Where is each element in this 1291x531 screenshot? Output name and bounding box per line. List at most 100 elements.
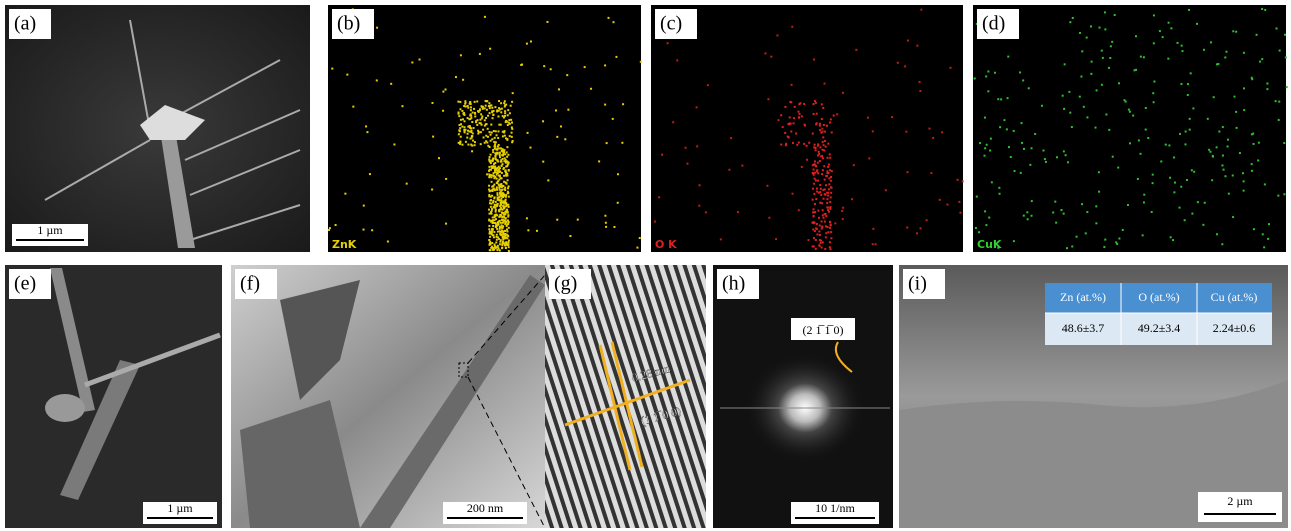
eds-dot [986, 144, 988, 146]
eds-dot [822, 141, 824, 143]
eds-dot [507, 114, 509, 116]
eds-dot [501, 216, 503, 218]
eds-dot [1125, 101, 1127, 103]
eds-dot [369, 173, 371, 175]
eds-dot [488, 228, 490, 230]
eds-dot [824, 131, 826, 133]
panel-a: (a) 1 µm [5, 5, 310, 252]
eds-dot [1102, 57, 1104, 59]
eds-dot [504, 235, 506, 237]
eds-dot [818, 217, 820, 219]
eds-dot [1180, 186, 1182, 188]
eds-dot [512, 92, 514, 94]
eds-dot [488, 102, 490, 104]
eds-dot [492, 222, 494, 224]
eds-dot [836, 113, 838, 115]
eds-dot [1222, 155, 1224, 157]
eds-dot [501, 194, 503, 196]
eds-dot [1142, 234, 1144, 236]
eds-dot [1020, 122, 1022, 124]
eds-dot [481, 106, 483, 108]
eds-dot [818, 151, 820, 153]
eds-dot [1243, 109, 1245, 111]
eds-dot [828, 177, 830, 179]
eds-dot [505, 104, 507, 106]
eds-dot [793, 117, 795, 119]
eds-dot [465, 141, 467, 143]
eds-dot [1071, 126, 1073, 128]
eds-dot [550, 68, 552, 70]
eds-dot [1236, 127, 1238, 129]
eds-dot [507, 109, 509, 111]
eds-dot [492, 190, 494, 192]
eds-dot [985, 75, 987, 77]
eds-dot [834, 222, 836, 224]
eds-dot [1286, 86, 1288, 88]
eds-dot [1099, 27, 1101, 29]
eds-dot [1251, 170, 1253, 172]
eds-dot [463, 105, 465, 107]
eds-dot [1021, 142, 1023, 144]
eds-dot [497, 130, 499, 132]
eds-dot [1062, 95, 1064, 97]
eds-dot [823, 150, 825, 152]
eds-dot [815, 227, 817, 229]
eds-dot [509, 135, 511, 137]
eds-dot [504, 201, 506, 203]
eds-dot [1122, 229, 1124, 231]
eds-dot [329, 227, 331, 229]
eds-dot [826, 175, 828, 177]
eds-dot [984, 147, 986, 149]
eds-dot [470, 127, 472, 129]
eds-dot [500, 111, 502, 113]
eds-dot [851, 198, 853, 200]
eds-dot [496, 186, 498, 188]
eds-dot [916, 232, 918, 234]
eds-dot [819, 202, 821, 204]
eds-dot [546, 21, 548, 23]
eds-dot [1263, 246, 1265, 248]
eds-dot [1027, 218, 1029, 220]
eds-dot [480, 122, 482, 124]
eds-dot [897, 62, 899, 64]
eds-dot [491, 232, 493, 234]
eds-dot [471, 121, 473, 123]
eds-dot [803, 103, 805, 105]
eds-dot [1104, 239, 1106, 241]
eds-dot [1227, 145, 1229, 147]
eds-dot [500, 200, 502, 202]
eds-dot [492, 160, 494, 162]
eds-dot [491, 132, 493, 134]
eds-dot [505, 159, 507, 161]
eds-dot [1069, 21, 1071, 23]
eds-dot [506, 139, 508, 141]
eds-dot [1095, 127, 1097, 129]
eds-dot [406, 183, 408, 185]
eds-dot [1232, 174, 1234, 176]
eds-dot [556, 219, 558, 221]
eds-dot [1006, 128, 1008, 130]
eds-dot [527, 132, 529, 134]
eds-dot [906, 171, 908, 173]
eds-dot [584, 66, 586, 68]
eds-dot [560, 125, 562, 127]
eds-dot [488, 219, 490, 221]
eds-dot [480, 113, 482, 115]
eds-dot [983, 155, 985, 157]
eds-dot [672, 121, 674, 123]
eds-dot [505, 182, 507, 184]
eds-dot [985, 224, 987, 226]
eds-dot [542, 161, 544, 163]
eds-dot [495, 155, 497, 157]
eds-dot [492, 158, 494, 160]
eds-dot [815, 165, 817, 167]
scale-bar-label: 2 µm [1227, 494, 1253, 508]
eds-dot [816, 171, 818, 173]
eds-dot [1243, 52, 1245, 54]
eds-dot [488, 166, 490, 168]
eds-dot [495, 241, 497, 243]
eds-dot [768, 217, 770, 219]
eds-dot [1204, 202, 1206, 204]
eds-dot [1055, 222, 1057, 224]
eds-dot [507, 223, 509, 225]
